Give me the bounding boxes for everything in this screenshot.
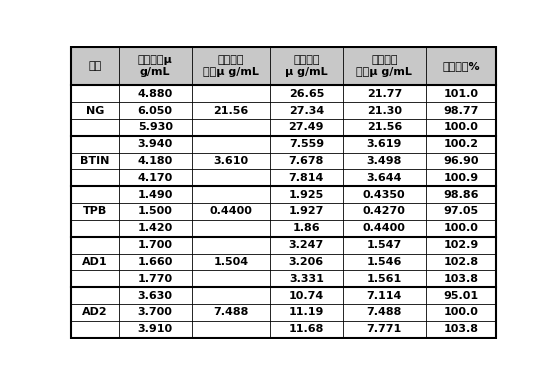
Text: 3.630: 3.630 bbox=[138, 291, 173, 301]
Text: 1.547: 1.547 bbox=[367, 240, 402, 250]
Text: 3.498: 3.498 bbox=[367, 156, 402, 166]
Bar bbox=[71, 47, 496, 85]
Text: AD1: AD1 bbox=[82, 257, 108, 267]
Text: 1.927: 1.927 bbox=[289, 207, 324, 216]
Text: 26.65: 26.65 bbox=[289, 89, 324, 99]
Text: 7.488: 7.488 bbox=[213, 307, 249, 317]
Text: 初始量，μ
g/mL: 初始量，μ g/mL bbox=[138, 56, 173, 77]
Text: 4.170: 4.170 bbox=[137, 173, 173, 183]
Text: 7.771: 7.771 bbox=[367, 324, 402, 334]
Text: 21.56: 21.56 bbox=[213, 106, 248, 115]
Text: 3.644: 3.644 bbox=[367, 173, 402, 183]
Text: 98.86: 98.86 bbox=[443, 190, 479, 200]
Text: 27.49: 27.49 bbox=[289, 122, 324, 132]
Text: 0.4400: 0.4400 bbox=[209, 207, 252, 216]
Text: 1.86: 1.86 bbox=[293, 223, 320, 233]
Text: 98.77: 98.77 bbox=[443, 106, 479, 115]
Text: 0.4270: 0.4270 bbox=[363, 207, 406, 216]
Text: 1.925: 1.925 bbox=[289, 190, 324, 200]
Text: 4.180: 4.180 bbox=[137, 156, 173, 166]
Text: 103.8: 103.8 bbox=[444, 324, 479, 334]
Text: 1.546: 1.546 bbox=[367, 257, 402, 267]
Text: AD2: AD2 bbox=[82, 307, 108, 317]
Text: 7.114: 7.114 bbox=[367, 291, 402, 301]
Text: 21.56: 21.56 bbox=[367, 122, 402, 132]
Text: TPB: TPB bbox=[83, 207, 107, 216]
Text: 102.9: 102.9 bbox=[443, 240, 479, 250]
Text: 3.247: 3.247 bbox=[289, 240, 324, 250]
Text: 加标测定
值，μ g/mL: 加标测定 值，μ g/mL bbox=[356, 56, 412, 77]
Text: 100.9: 100.9 bbox=[443, 173, 479, 183]
Text: 100.0: 100.0 bbox=[444, 307, 479, 317]
Text: 11.19: 11.19 bbox=[289, 307, 324, 317]
Text: 7.814: 7.814 bbox=[289, 173, 324, 183]
Text: NG: NG bbox=[86, 106, 104, 115]
Text: 3.910: 3.910 bbox=[137, 324, 173, 334]
Text: 3.331: 3.331 bbox=[289, 274, 324, 284]
Text: 95.01: 95.01 bbox=[443, 291, 479, 301]
Text: 7.678: 7.678 bbox=[289, 156, 324, 166]
Text: 100.0: 100.0 bbox=[444, 223, 479, 233]
Text: 1.420: 1.420 bbox=[137, 223, 173, 233]
Text: 6.050: 6.050 bbox=[138, 106, 173, 115]
Text: 5.930: 5.930 bbox=[138, 122, 173, 132]
Text: 回收率，%: 回收率，% bbox=[442, 61, 480, 71]
Text: 理论加标
量，μ g/mL: 理论加标 量，μ g/mL bbox=[203, 56, 259, 77]
Text: 4.880: 4.880 bbox=[137, 89, 173, 99]
Text: 100.2: 100.2 bbox=[444, 139, 479, 149]
Text: 组分: 组分 bbox=[89, 61, 101, 71]
Text: 103.8: 103.8 bbox=[444, 274, 479, 284]
Text: 21.30: 21.30 bbox=[367, 106, 402, 115]
Text: 27.34: 27.34 bbox=[289, 106, 324, 115]
Text: 21.77: 21.77 bbox=[367, 89, 402, 99]
Text: 11.68: 11.68 bbox=[289, 324, 324, 334]
Text: 100.0: 100.0 bbox=[444, 122, 479, 132]
Text: 1.500: 1.500 bbox=[138, 207, 173, 216]
Text: 3.940: 3.940 bbox=[137, 139, 173, 149]
Text: 3.619: 3.619 bbox=[367, 139, 402, 149]
Text: 1.660: 1.660 bbox=[137, 257, 173, 267]
Text: 1.561: 1.561 bbox=[367, 274, 402, 284]
Text: 7.559: 7.559 bbox=[289, 139, 324, 149]
Text: 101.0: 101.0 bbox=[444, 89, 479, 99]
Text: 3.610: 3.610 bbox=[213, 156, 248, 166]
Text: 1.490: 1.490 bbox=[137, 190, 173, 200]
Text: 96.90: 96.90 bbox=[443, 156, 479, 166]
Text: 1.770: 1.770 bbox=[137, 274, 173, 284]
Text: 测定值，
μ g/mL: 测定值， μ g/mL bbox=[285, 56, 327, 77]
Text: 0.4400: 0.4400 bbox=[363, 223, 406, 233]
Text: 102.8: 102.8 bbox=[443, 257, 479, 267]
Text: 1.504: 1.504 bbox=[213, 257, 248, 267]
Text: BTIN: BTIN bbox=[80, 156, 110, 166]
Text: 0.4350: 0.4350 bbox=[363, 190, 406, 200]
Text: 10.74: 10.74 bbox=[289, 291, 324, 301]
Text: 97.05: 97.05 bbox=[443, 207, 479, 216]
Text: 3.206: 3.206 bbox=[289, 257, 324, 267]
Text: 7.488: 7.488 bbox=[367, 307, 402, 317]
Bar bbox=[71, 85, 496, 338]
Text: 1.700: 1.700 bbox=[138, 240, 173, 250]
Text: 3.700: 3.700 bbox=[138, 307, 173, 317]
